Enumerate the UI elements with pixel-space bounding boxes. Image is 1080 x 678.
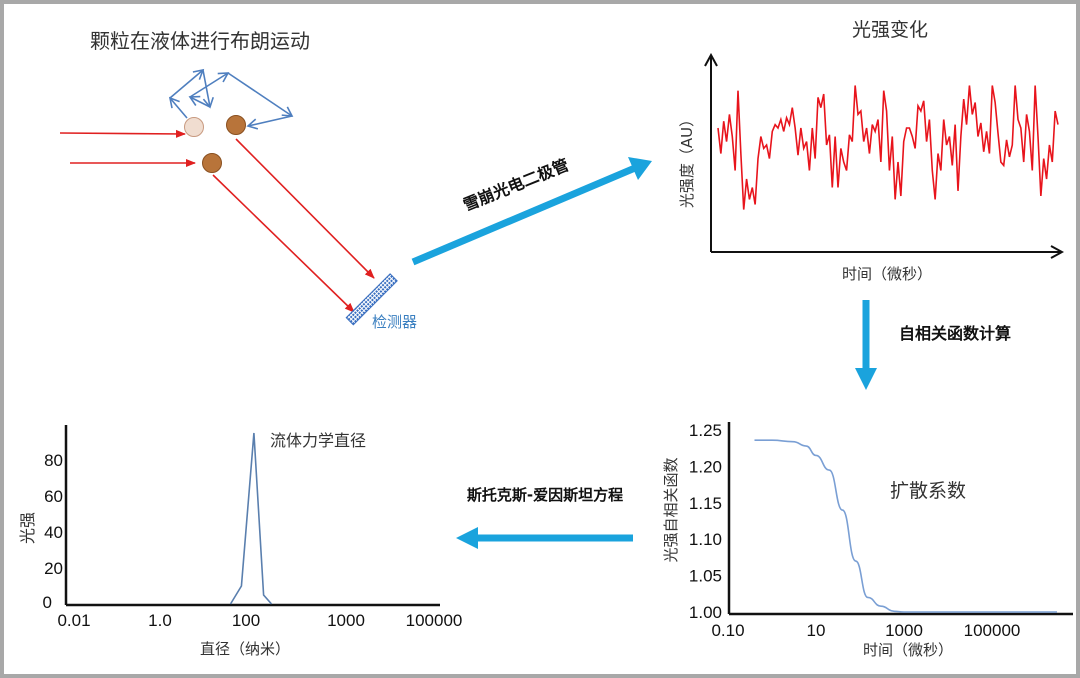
- x-tick-label: 10: [807, 621, 826, 640]
- y-axis-label: 光强度（AU）: [678, 112, 696, 208]
- x-tick-label: 100000: [964, 621, 1021, 640]
- autocorr-label: 自相关函数计算: [899, 324, 1011, 343]
- hydrodynamic-diameter-label: 流体力学直径: [270, 431, 366, 450]
- particle-brown-1: [226, 115, 246, 135]
- y-tick-label: 20: [44, 559, 63, 578]
- brownian-title: 颗粒在液体进行布朗运动: [90, 29, 310, 53]
- stokes-einstein-arrow: [456, 527, 633, 549]
- autocorr-arrow: [855, 300, 877, 390]
- x-axis-label: 直径（纳米）: [200, 640, 290, 658]
- y-tick-label: 0: [43, 593, 52, 612]
- particle-brown-2: [202, 153, 222, 173]
- x-axis-label: 时间（微秒）: [842, 265, 932, 283]
- x-tick-label: 100: [232, 611, 260, 630]
- y-tick-label: 60: [44, 487, 63, 506]
- x-tick-label: 1000: [885, 621, 923, 640]
- size-distribution-chart: 光强 直径（纳米） 流体力学直径 0.01 1.0 100 1000 100000 80 6…: [18, 425, 462, 658]
- apd-arrow: [411, 157, 652, 266]
- intensity-series-line: [717, 85, 1059, 210]
- y-axis-label: 光强: [18, 512, 37, 544]
- stokes-einstein-label: 斯托克斯-爱因斯坦方程: [467, 486, 623, 504]
- x-tick-label: 100000: [406, 611, 463, 630]
- y-tick-label: 1.25: [689, 421, 722, 440]
- x-tick-label: 0.10: [711, 621, 744, 640]
- y-axis-label: 光强自相关函数: [662, 457, 680, 562]
- intensity-chart: 光强变化 光强度（AU） 时间（微秒）: [678, 19, 1062, 283]
- x-tick-label: 1000: [327, 611, 365, 630]
- particle-light: [184, 117, 204, 137]
- y-tick-label: 1.15: [689, 494, 722, 513]
- x-tick-label: 0.01: [57, 611, 90, 630]
- detector-label: 检测器: [372, 313, 417, 331]
- dls-diagram: 颗粒在液体进行布朗运动 检测器 雪崩光电二极管 自相关函数计算 斯托克斯-爱因斯…: [4, 4, 1076, 674]
- y-tick-label: 1.20: [689, 457, 722, 476]
- chart-title: 光强变化: [852, 19, 928, 41]
- detector: [345, 273, 398, 326]
- x-tick-label: 1.0: [148, 611, 172, 630]
- y-tick-label: 1.05: [689, 567, 722, 586]
- autocorrelation-curve: [754, 439, 1057, 613]
- size-distribution-peak: [229, 432, 273, 605]
- y-tick-label: 1.10: [689, 530, 722, 549]
- y-tick-label: 80: [44, 451, 63, 470]
- x-axis-label: 时间（微秒）: [863, 641, 953, 659]
- autocorrelation-chart: 光强自相关函数 时间（微秒） 扩散系数 0.10 10 1000 100000 1.25…: [662, 421, 1073, 659]
- laser-beams: [59, 129, 375, 313]
- diffusion-coefficient-label: 扩散系数: [890, 480, 966, 502]
- y-tick-label: 40: [44, 523, 63, 542]
- y-tick-label: 1.00: [689, 603, 722, 622]
- brownian-motion-arrows: [168, 68, 294, 130]
